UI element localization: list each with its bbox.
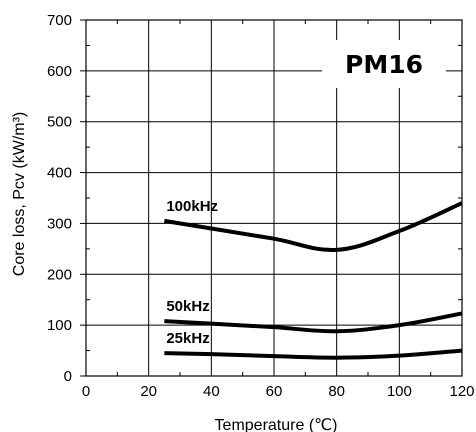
grid-lines — [86, 20, 462, 376]
x-tick-labels: 0 20 40 60 80 100 120 — [82, 383, 475, 400]
y-tick-label: 400 — [47, 165, 72, 182]
series-label-25kHz: 25kHz — [166, 330, 209, 347]
x-axis-label: Temperature (℃) — [215, 417, 338, 432]
x-tick-label: 120 — [449, 383, 474, 400]
y-tick-labels: 0 100 200 300 400 500 600 700 — [47, 12, 72, 385]
y-axis-label: Core loss, Pcv (kW/m³) — [11, 112, 28, 276]
series-lines — [164, 201, 463, 360]
x-tick-label: 20 — [140, 383, 157, 400]
y-tick-label: 500 — [47, 114, 72, 131]
series-labels: 100kHz 50kHz 25kHz — [166, 198, 218, 347]
y-tick-label: 200 — [47, 266, 72, 283]
series-label-50kHz: 50kHz — [166, 298, 209, 315]
series-line-100kHz — [164, 201, 463, 252]
plot-frame — [85, 19, 463, 377]
x-tick-label: 100 — [387, 383, 412, 400]
y-tick-label: 600 — [47, 63, 72, 80]
series-line-25kHz — [164, 348, 463, 360]
y-tick-label: 0 — [64, 368, 72, 385]
series-label-100kHz: 100kHz — [166, 198, 218, 215]
title-box — [322, 40, 446, 88]
y-tick-label: 100 — [47, 317, 72, 334]
x-tick-label: 40 — [203, 383, 220, 400]
y-tick-label: 700 — [47, 12, 72, 29]
y-tick-label: 300 — [47, 215, 72, 232]
x-tick-label: 0 — [82, 383, 90, 400]
x-tick-label: 60 — [266, 383, 283, 400]
series-line-50kHz — [164, 311, 463, 334]
chart-title: PM16 — [345, 50, 423, 79]
x-tick-label: 80 — [328, 383, 345, 400]
axes — [80, 19, 463, 377]
